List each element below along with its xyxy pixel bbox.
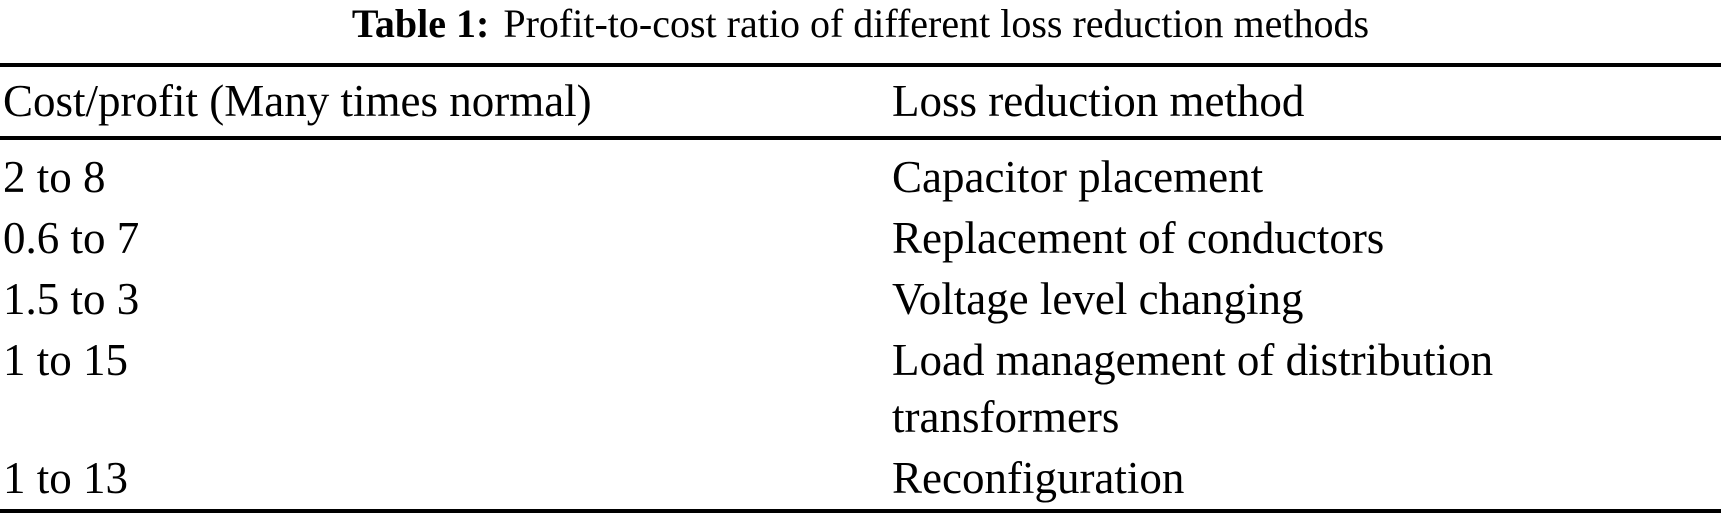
cell-cost-profit: 1 to 15 [3, 335, 129, 385]
table-caption: Table 1: Profit-to-cost ratio of differen… [0, 2, 1721, 46]
profit-cost-table: Cost/profit (Many times normal) Loss red… [0, 63, 1721, 513]
column-header-cost-profit: Cost/profit (Many times normal) [3, 76, 592, 126]
cell-method: Replacement of conductors [892, 213, 1385, 263]
cell-cost-profit: 2 to 8 [3, 152, 106, 202]
table-header-row: Cost/profit (Many times normal) Loss red… [0, 67, 1721, 140]
table-row: 1.5 to 3 Voltage level changing [0, 271, 1721, 328]
cell-method: Voltage level changing [892, 274, 1304, 324]
column-header-loss-reduction-method: Loss reduction method [892, 76, 1305, 126]
table-row: 0.6 to 7 Replacement of conductors [0, 210, 1721, 267]
cell-method: Load management of distribution transfor… [892, 335, 1494, 442]
table-row: 1 to 15 Load management of distribution … [0, 332, 1721, 446]
cell-cost-profit: 0.6 to 7 [3, 213, 140, 263]
cell-method: Reconfiguration [892, 453, 1185, 503]
table-body: 2 to 8 Capacitor placement 0.6 to 7 Repl… [0, 140, 1721, 509]
table-row: 1 to 13 Reconfiguration [0, 450, 1721, 507]
cell-method: Capacitor placement [892, 152, 1264, 202]
table-caption-label: Table 1: [351, 1, 490, 46]
table-row: 2 to 8 Capacitor placement [0, 149, 1721, 206]
cell-cost-profit: 1 to 13 [3, 453, 129, 503]
cell-cost-profit: 1.5 to 3 [3, 274, 140, 324]
table-caption-text: Profit-to-cost ratio of different loss r… [503, 1, 1370, 46]
